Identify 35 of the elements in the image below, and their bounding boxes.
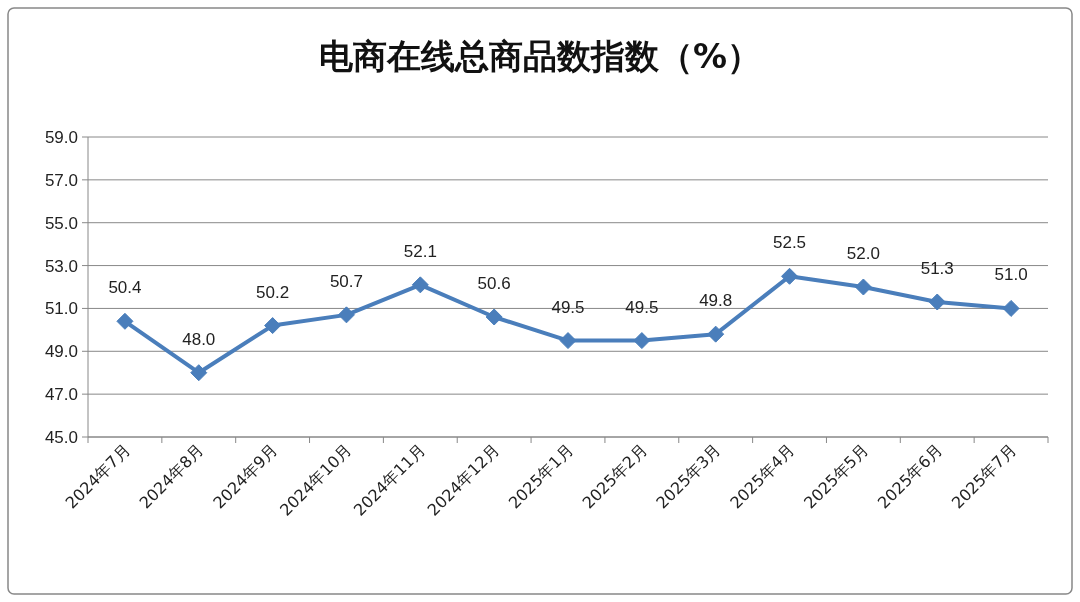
point xyxy=(337,306,355,324)
y-tick-label: 51.0 xyxy=(44,299,78,319)
point xyxy=(116,312,134,330)
chart-title: 电商在线总商品数指数（%） xyxy=(318,36,762,76)
y-tick-label: 49.0 xyxy=(44,342,78,362)
data-label: 49.5 xyxy=(551,297,585,317)
data-label: 50.4 xyxy=(108,278,142,298)
point xyxy=(854,278,872,296)
point xyxy=(1002,299,1020,317)
point xyxy=(485,308,503,326)
point xyxy=(264,317,282,335)
point xyxy=(190,364,208,382)
y-tick-label: 47.0 xyxy=(44,385,78,405)
y-tick-label: 59.0 xyxy=(44,128,78,147)
data-label: 52.0 xyxy=(846,244,880,263)
y-tick-label: 57.0 xyxy=(44,170,78,190)
data-label: 48.0 xyxy=(182,329,216,349)
y-tick-label: 45.0 xyxy=(44,428,78,447)
data-label: 52.5 xyxy=(772,233,807,253)
data-label: 51.0 xyxy=(994,265,1028,285)
data-label: 52.1 xyxy=(403,241,437,261)
data-label: 51.3 xyxy=(920,259,954,278)
point xyxy=(411,276,429,294)
data-label: 50.7 xyxy=(329,271,364,291)
point xyxy=(781,267,799,285)
data-label: 49.8 xyxy=(699,291,733,311)
point xyxy=(707,325,725,343)
data-label: 50.2 xyxy=(256,282,290,302)
y-tick-label: 55.0 xyxy=(44,213,78,233)
data-label: 49.5 xyxy=(625,297,659,317)
point xyxy=(633,332,651,350)
data-label: 50.6 xyxy=(477,274,511,293)
point xyxy=(559,332,577,350)
y-tick-label: 53.0 xyxy=(44,256,78,276)
point xyxy=(928,293,946,311)
